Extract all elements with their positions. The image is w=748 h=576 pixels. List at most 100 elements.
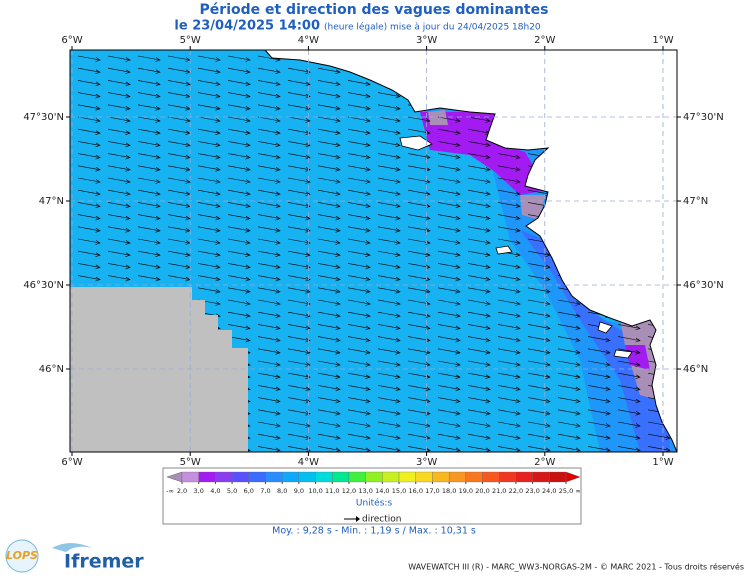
- legend-swatch: [398, 471, 416, 483]
- wave-arrow: [137, 153, 161, 158]
- wave-arrowhead: [155, 167, 161, 172]
- legend-tick-label: 15,0: [392, 487, 406, 495]
- wave-arrowhead: [275, 386, 281, 392]
- wave-arrowhead: [365, 386, 371, 392]
- wave-arrowhead: [215, 203, 221, 209]
- wave-arrow: [227, 116, 251, 122]
- wave-arrowhead: [95, 93, 101, 99]
- wave-arrowhead: [335, 289, 341, 294]
- wave-arrowhead: [155, 215, 161, 221]
- wave-arrow: [227, 165, 251, 171]
- wave-arrow: [257, 153, 281, 158]
- wave-arrowhead: [95, 81, 101, 87]
- wave-arrow: [557, 360, 581, 366]
- wave-arrow: [467, 275, 491, 280]
- wave-arrowhead: [305, 240, 311, 245]
- wave-arrowhead: [215, 240, 221, 245]
- map-frame: [69, 49, 678, 453]
- wave-arrowhead: [155, 203, 161, 209]
- wave-arrowhead: [365, 252, 371, 257]
- wave-arrowhead: [485, 447, 491, 452]
- wave-arrowhead: [245, 130, 251, 135]
- wave-arrowhead: [155, 191, 161, 196]
- wave-arrow: [497, 238, 521, 244]
- wave-arrowhead: [455, 252, 461, 257]
- wave-arrowhead: [485, 240, 491, 245]
- wave-arrow: [377, 385, 401, 390]
- wave-arrowhead: [305, 81, 311, 87]
- wave-arrowhead: [635, 374, 641, 379]
- wave-arrow: [317, 238, 341, 244]
- wave-arrowhead: [335, 313, 341, 318]
- wave-arrowhead: [365, 179, 371, 184]
- wave-arrowhead: [395, 374, 401, 379]
- wave-arrow: [497, 372, 521, 378]
- wave-arrow: [467, 324, 491, 329]
- wave-arrow: [437, 397, 461, 402]
- wave-arrowhead: [125, 191, 131, 196]
- wave-arrow: [287, 153, 311, 158]
- wave-arrowhead: [425, 276, 431, 282]
- wave-arrowhead: [245, 289, 251, 294]
- wave-arrowhead: [215, 142, 221, 148]
- wave-arrow: [197, 165, 221, 171]
- wave-arrowhead: [275, 191, 281, 196]
- wave-arrowhead: [275, 325, 281, 331]
- wave-arrowhead: [335, 386, 341, 392]
- wave-arrow: [227, 299, 251, 305]
- wave-arrow: [167, 153, 191, 158]
- wave-arrow: [467, 177, 491, 183]
- legend-swatch: [348, 471, 366, 483]
- wave-arrowhead: [95, 276, 101, 282]
- wave-arrowhead: [365, 362, 371, 367]
- lat-label: 46°N: [39, 364, 64, 375]
- wave-arrow: [407, 177, 431, 183]
- wave-arrow: [467, 348, 491, 354]
- wave-arrow: [317, 433, 341, 439]
- wave-arrow: [437, 372, 461, 378]
- legend-swatch: [482, 471, 500, 483]
- wave-arrow: [227, 287, 251, 293]
- wave-arrowhead: [335, 191, 341, 196]
- wave-arrow: [317, 421, 341, 427]
- wave-arrowhead: [275, 301, 281, 306]
- wave-arrow: [527, 311, 551, 317]
- wave-arrowhead: [305, 130, 311, 135]
- wave-arrowhead: [545, 423, 551, 428]
- wave-arrowhead: [275, 362, 281, 367]
- wave-arrow: [467, 446, 491, 451]
- wave-arrow: [377, 202, 401, 207]
- wave-arrowhead: [665, 447, 671, 452]
- wave-arrowhead: [605, 386, 611, 392]
- legend-swatch: [432, 471, 450, 483]
- wave-arrow: [347, 409, 371, 415]
- wave-arrow: [587, 348, 611, 354]
- wave-arrow: [137, 177, 161, 183]
- wave-arrow: [167, 141, 191, 146]
- lon-label: 3°W: [416, 35, 437, 46]
- wave-arrow: [167, 275, 191, 280]
- wave-arrowhead: [455, 154, 461, 160]
- wave-arrow: [77, 128, 101, 134]
- legend-tick-label: 24,0: [542, 487, 556, 495]
- wave-arrow: [467, 421, 491, 427]
- wave-arrow: [437, 116, 461, 122]
- wave-arrowhead: [455, 191, 461, 196]
- lon-label: 4°W: [298, 457, 319, 468]
- wave-arrow: [167, 238, 191, 244]
- wave-arrowhead: [215, 167, 221, 172]
- lops-logo: [5, 539, 39, 573]
- wave-arrowhead: [335, 93, 341, 99]
- wave-arrowhead: [335, 179, 341, 184]
- wave-arrow: [557, 299, 581, 305]
- wave-arrow: [287, 80, 311, 85]
- wave-arrow: [617, 385, 641, 390]
- wave-arrow: [287, 348, 311, 354]
- wave-arrow: [347, 238, 371, 244]
- wave-arrow: [497, 433, 521, 439]
- wave-arrowhead: [455, 350, 461, 355]
- wave-arrowhead: [485, 423, 491, 428]
- wave-arrowhead: [515, 203, 521, 209]
- legend-tick-label: 12,0: [342, 487, 356, 495]
- wave-arrow: [647, 433, 671, 439]
